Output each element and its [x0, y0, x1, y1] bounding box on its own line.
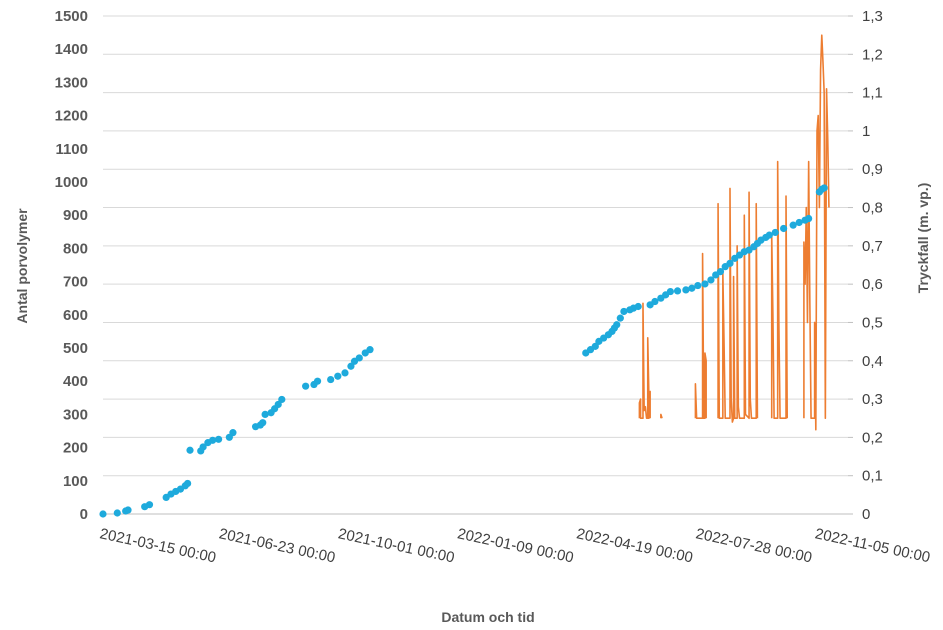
right-tick-label: 0,7 — [862, 238, 883, 255]
right-tick-label: 0,2 — [862, 429, 883, 446]
pore-volume-point — [186, 446, 194, 454]
right-tick-label: 1,2 — [862, 46, 883, 63]
pore-volume-point — [261, 410, 269, 418]
pore-volume-point — [726, 259, 734, 267]
right-tick-label: 0 — [862, 506, 870, 523]
pore-volume-point — [113, 509, 121, 517]
left-tick-label: 0 — [80, 506, 88, 523]
pressure-drop-line-segment — [770, 160, 789, 420]
left-tick-label: 800 — [63, 240, 88, 257]
pore-volume-point — [184, 479, 192, 488]
pore-volume-point — [634, 302, 642, 311]
x-tick-label: 2022-11-05 00:00 — [813, 525, 931, 566]
pore-volume-series — [99, 184, 828, 518]
right-tick-label: 0,5 — [862, 314, 883, 331]
pore-volume-point — [616, 314, 624, 322]
pore-volume-point — [780, 224, 788, 233]
left-tick-label: 200 — [63, 440, 88, 457]
x-tick-label: 2021-06-23 00:00 — [217, 525, 336, 566]
x-axis-title: Datum och tid — [441, 609, 534, 625]
pore-volume-point — [694, 281, 702, 290]
x-tick-label: 2022-07-28 00:00 — [694, 525, 813, 566]
pore-volume-point — [302, 382, 310, 390]
pore-volume-point — [327, 375, 335, 384]
pore-volume-point — [682, 286, 690, 294]
right-tick-label: 0,6 — [862, 276, 883, 293]
pore-volume-point — [259, 419, 267, 427]
pore-volume-point — [355, 354, 363, 362]
pore-volume-point — [701, 280, 709, 288]
left-tick-label: 1200 — [55, 108, 88, 125]
pressure-drop-line-segment — [717, 187, 759, 423]
pore-volume-point — [347, 362, 355, 370]
left-tick-label: 1400 — [55, 41, 88, 58]
pore-volume-point — [620, 307, 628, 316]
left-tick-label: 700 — [63, 274, 88, 291]
left-tick-label: 400 — [63, 373, 88, 390]
left-axis-title: Antal porvolymer — [14, 208, 30, 324]
pore-volume-point — [209, 436, 217, 444]
x-tick-label: 2021-03-15 00:00 — [98, 525, 217, 566]
pore-volume-point — [274, 400, 282, 409]
right-tick-label: 1,3 — [862, 8, 883, 25]
pore-volume-point — [591, 342, 599, 350]
pore-volume-point — [651, 297, 659, 306]
x-tick-label: 2022-04-19 00:00 — [575, 525, 694, 566]
left-tick-label: 1300 — [55, 74, 88, 91]
left-tick-label: 1100 — [55, 141, 88, 158]
gridlines — [103, 15, 848, 477]
left-tick-label: 600 — [63, 307, 88, 324]
pore-volume-point — [199, 443, 207, 451]
right-tick-label: 0,4 — [862, 353, 883, 370]
pore-volume-point — [313, 377, 322, 385]
x-axis-ticks: 2021-03-15 00:00 2021-06-23 00:00 2021-10-… — [98, 525, 931, 566]
left-tick-label: 300 — [63, 406, 88, 423]
pore-volume-point — [716, 268, 725, 276]
pore-volume-point — [765, 231, 773, 239]
left-tick-label: 100 — [63, 473, 88, 490]
pore-volume-point — [613, 321, 621, 329]
pore-volume-point — [334, 372, 342, 380]
pressure-drop-line-segment — [803, 34, 830, 431]
pore-volume-point — [366, 346, 374, 354]
right-tick-label: 0,9 — [862, 161, 883, 178]
x-tick-label: 2021-10-01 00:00 — [337, 525, 456, 566]
right-tick-label: 0,3 — [862, 391, 883, 408]
pore-volume-point — [771, 228, 779, 237]
pressure-drop-line-segment — [638, 302, 651, 420]
left-axis-ticks: 0 100 200 300 400 500 600 700 800 900 1000 1100 1200… — [55, 8, 88, 523]
pore-volume-point — [341, 369, 349, 377]
left-tick-label: 900 — [63, 207, 88, 224]
right-tick-label: 0,1 — [862, 468, 883, 485]
pore-volume-point — [666, 287, 674, 296]
pore-volume-point — [278, 395, 286, 404]
right-tick-label: 1 — [862, 123, 870, 140]
right-tick-label: 0,8 — [862, 200, 883, 217]
pore-volume-point — [805, 214, 813, 223]
pressure-drop-line-segment — [660, 413, 663, 419]
pore-volume-point — [789, 221, 797, 229]
right-tick-label: 1,1 — [862, 85, 883, 102]
left-tick-label: 1500 — [55, 8, 88, 25]
right-axis-ticks: 0 0,1 0,2 0,3 0,4 0,5 0,6 0,7 0,8 0,9 1 1,1 1,2 1,3 — [848, 8, 883, 523]
pore-volume-point — [145, 501, 154, 509]
pore-volume-point — [215, 435, 223, 443]
pore-volume-point — [229, 429, 237, 437]
pore-volume-point — [688, 284, 696, 292]
pressure-drop-line-segment — [694, 252, 707, 420]
right-axis-title: Tryckfall (m. vp.) — [915, 183, 931, 293]
pore-volume-point — [795, 218, 803, 227]
pore-volume-point — [707, 276, 715, 284]
x-tick-label: 2022-01-09 00:00 — [456, 525, 575, 566]
pore-volume-point — [124, 506, 132, 514]
left-tick-label: 500 — [63, 340, 88, 357]
pore-volume-point — [99, 510, 107, 518]
pore-volume-point — [673, 287, 682, 295]
pressure-drop-series — [638, 34, 830, 431]
pore-volume-point — [820, 184, 828, 192]
left-tick-label: 1000 — [55, 174, 88, 191]
